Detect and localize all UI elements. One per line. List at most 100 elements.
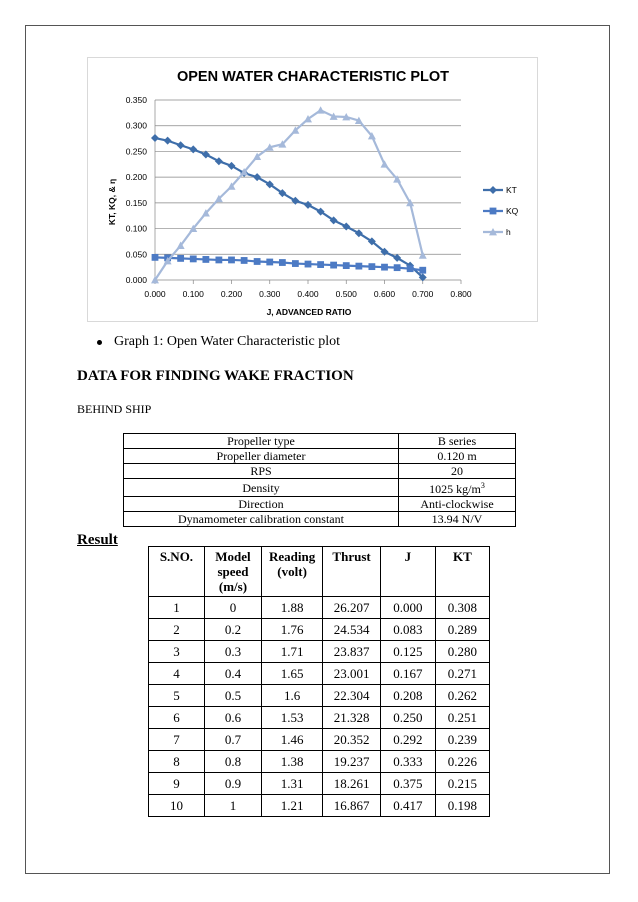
chart-title: OPEN WATER CHARACTERISTIC PLOT	[177, 69, 449, 85]
data-point-kt	[214, 157, 223, 166]
info-value: 1025 kg/m3	[398, 478, 516, 497]
section-title: DATA FOR FINDING WAKE FRACTION	[77, 368, 354, 384]
result-cell: 1.46	[261, 728, 324, 751]
result-cell: 0.226	[434, 750, 491, 773]
data-point-kq	[355, 262, 363, 270]
legend-label-kq: KQ	[506, 206, 519, 216]
legend-label-h: h	[506, 227, 511, 237]
x-tick-label: 0.300	[259, 289, 281, 299]
result-cell: 1.76	[261, 618, 324, 641]
result-cell: 0.4	[203, 662, 263, 685]
result-cell: 1.71	[261, 640, 324, 663]
result-table: S.NO. Model speed (m/s) Reading (volt) Thru…	[148, 546, 491, 817]
data-point-kt	[304, 200, 312, 209]
data-point-kq	[304, 260, 312, 268]
result-row: 1 0 1.88 26.207 0.000 0.308	[148, 596, 491, 619]
info-value-superscript: 3	[480, 481, 485, 490]
result-cell: 1	[148, 596, 205, 619]
legend-label-kt: KT	[506, 185, 517, 195]
result-cell: 0.271	[434, 662, 491, 685]
info-row: RPS 20	[123, 463, 516, 479]
data-point-h	[304, 115, 312, 123]
data-point-kt	[329, 216, 338, 225]
y-tick-label: 0.350	[126, 95, 148, 105]
data-point-h	[354, 116, 363, 124]
info-property: Density	[123, 478, 399, 497]
y-tick-label: 0.050	[126, 249, 148, 259]
data-point-h	[316, 106, 325, 114]
result-cell: 6	[148, 706, 205, 729]
data-point-kq	[266, 258, 274, 266]
data-point-kq	[189, 255, 197, 263]
result-row: 8 0.8 1.38 19.237 0.333 0.226	[148, 750, 491, 773]
x-tick-label: 0.400	[297, 289, 319, 299]
data-point-h	[329, 112, 338, 120]
result-cell: 0.333	[379, 750, 436, 773]
data-point-kt	[291, 196, 300, 205]
x-tick-label: 0.200	[221, 289, 243, 299]
open-water-chart: OPEN WATER CHARACTERISTIC PLOT 0.000 0.05…	[87, 57, 538, 322]
result-cell: 0.6	[203, 706, 263, 729]
data-point-kq	[151, 253, 159, 261]
series-line-kt	[154, 136, 424, 279]
result-cell: 19.237	[322, 750, 381, 773]
data-point-kt	[380, 247, 389, 256]
result-cell: 1.38	[261, 750, 324, 773]
result-header: J	[379, 546, 436, 597]
data-point-h	[253, 152, 262, 160]
result-row: 6 0.6 1.53 21.328 0.250 0.251	[148, 706, 491, 729]
data-point-kt	[354, 229, 363, 238]
result-cell: 1	[203, 794, 263, 817]
data-point-h	[278, 140, 287, 148]
result-header: Reading (volt)	[261, 546, 324, 597]
data-point-h	[189, 224, 198, 232]
x-tick-label: 0.600	[374, 289, 396, 299]
info-property: RPS	[123, 463, 399, 479]
info-property: Propeller diameter	[123, 448, 399, 464]
result-cell: 0.262	[434, 684, 491, 707]
info-property: Dynamometer calibration constant	[123, 511, 399, 527]
graph-caption-text: Graph 1: Open Water Characteristic plot	[114, 334, 341, 349]
data-point-kq	[253, 258, 261, 265]
data-point-kq	[202, 256, 210, 263]
data-point-h	[367, 132, 376, 140]
data-point-kt	[176, 141, 185, 150]
info-row: Propeller diameter 0.120 m	[123, 448, 516, 464]
result-cell: 0.292	[379, 728, 436, 751]
result-cell: 4	[148, 662, 205, 685]
y-tick-label: 0.250	[126, 146, 148, 156]
result-row: 7 0.7 1.46 20.352 0.292 0.239	[148, 728, 491, 751]
result-cell: 22.304	[322, 684, 381, 707]
data-point-kt	[393, 253, 402, 262]
result-cell: 1.6	[261, 684, 324, 707]
data-point-kt	[367, 237, 376, 246]
data-point-kq	[393, 264, 401, 272]
data-point-kq	[381, 263, 388, 271]
result-cell: 0.083	[379, 618, 436, 641]
graph-caption: Graph 1: Open Water Characteristic plot	[97, 334, 340, 350]
result-cell: 1.31	[261, 772, 324, 795]
data-point-h	[151, 276, 159, 284]
info-value: 0.120 m	[398, 448, 516, 464]
result-cell: 0.198	[434, 794, 491, 817]
x-tick-label: 0.700	[412, 289, 434, 299]
series-line-h	[154, 109, 424, 281]
data-point-kq	[342, 262, 350, 269]
data-point-kt	[342, 222, 351, 231]
data-point-h	[214, 194, 223, 203]
y-tick-label: 0.100	[126, 224, 148, 234]
data-point-kt	[278, 189, 287, 198]
info-value: Anti-clockwise	[398, 496, 516, 512]
info-value: 13.94 N/V	[398, 511, 516, 527]
data-point-kq	[215, 256, 223, 264]
data-point-h	[393, 175, 402, 183]
data-point-kt	[151, 134, 159, 143]
result-cell: 16.867	[322, 794, 381, 817]
x-tick-label: 0.000	[144, 289, 166, 299]
result-cell: 23.837	[322, 640, 381, 663]
propeller-info-table: Propeller type B series Propeller diameter…	[123, 433, 516, 527]
result-cell: 0.000	[379, 596, 436, 619]
result-cell: 1.88	[261, 596, 324, 619]
info-row: Dynamometer calibration constant 13.94 N/…	[123, 511, 516, 527]
result-cell: 0	[203, 596, 263, 619]
